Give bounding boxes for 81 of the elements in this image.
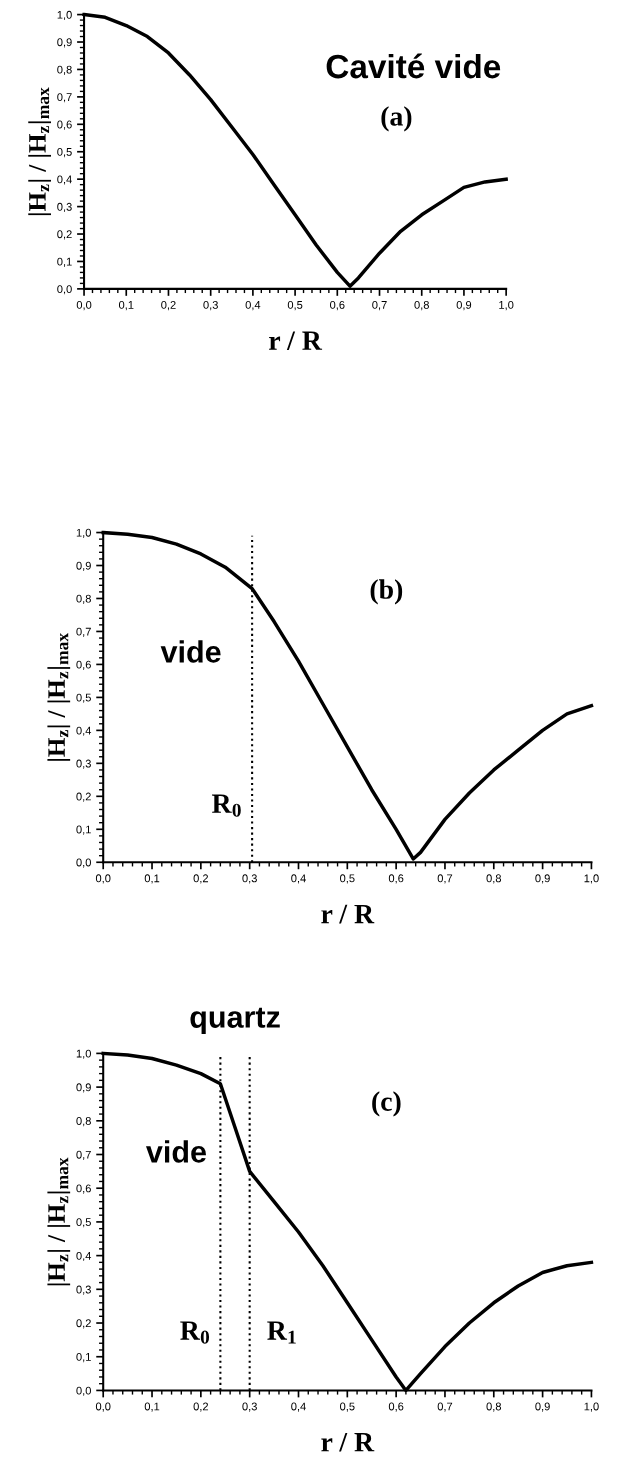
y-tick-label: 0,2 xyxy=(57,230,72,240)
y-axis-title: |H$_{z}$| / |H$_{z}$|$_{max}$ xyxy=(47,633,71,761)
x-axis-title: r / R xyxy=(321,1433,375,1452)
y-tick-label: 0,8 xyxy=(76,1117,91,1127)
y-tick-label: 0,4 xyxy=(76,726,92,736)
x-tick-label: 0,3 xyxy=(203,300,218,311)
x-tick-label: 0,6 xyxy=(388,874,404,884)
x-tick-label: 0,6 xyxy=(388,1402,404,1412)
x-tick-label: 1,0 xyxy=(584,1402,599,1412)
x-tick-label: 0,5 xyxy=(340,1402,355,1412)
y-axis-title: |H$_{z}$| / |H$_{z}$|$_{max}$ xyxy=(28,87,51,216)
x-tick-label: 0,1 xyxy=(144,874,160,884)
annotation: Cavité vide xyxy=(326,53,501,79)
x-tick-label: 0,1 xyxy=(118,300,134,311)
y-tick-label: 0,2 xyxy=(76,792,91,802)
x-tick-label: 0,4 xyxy=(245,300,261,311)
x-tick-label: 0,5 xyxy=(287,300,303,311)
y-tick-label: 0,5 xyxy=(76,1218,91,1228)
y-tick-label: 0,1 xyxy=(76,1352,91,1363)
x-tick-label: 1,0 xyxy=(584,874,599,884)
y-tick-label: 0,1 xyxy=(76,825,91,835)
y-tick-label: 1,0 xyxy=(76,1049,91,1059)
y-tick-label: 0,0 xyxy=(76,858,91,868)
text: quartz xyxy=(190,1007,280,1034)
x-tick-label: 0,9 xyxy=(535,874,550,884)
y-tick-label: 0,7 xyxy=(57,93,72,103)
x-tick-label: 0,6 xyxy=(330,300,345,311)
ref-line-label: R$_{0}$ xyxy=(211,794,241,817)
ref-line-label: R$_{0}$ xyxy=(180,1321,210,1344)
x-tick-label: 0,4 xyxy=(291,874,306,884)
x-tick-label: 0,8 xyxy=(486,1402,502,1412)
annotation: (c) xyxy=(372,1091,401,1117)
annotation: (a) xyxy=(381,106,412,132)
x-tick-label: 0,7 xyxy=(372,300,387,311)
y-tick-label: 0,9 xyxy=(76,561,91,571)
x-tick-label: 1,0 xyxy=(499,300,514,311)
x-tick-label: 0,8 xyxy=(414,300,429,311)
x-tick-label: 0,2 xyxy=(193,1402,209,1412)
y-tick-label: 0,4 xyxy=(76,1251,92,1262)
x-tick-label: 0,0 xyxy=(95,1402,111,1412)
y-tick-label: 0,6 xyxy=(76,660,91,670)
y-tick-label: 0,0 xyxy=(76,1386,91,1396)
y-tick-label: 0,9 xyxy=(57,38,72,48)
ref-line-label: R$_{1}$ xyxy=(267,1321,296,1344)
y-tick-label: 0,2 xyxy=(76,1319,91,1329)
y-tick-label: 0,4 xyxy=(57,175,72,185)
x-axis-title: r / R xyxy=(321,904,375,924)
x-tick-label: 0,7 xyxy=(437,874,453,884)
x-tick-label: 0,3 xyxy=(242,1402,257,1412)
x-tick-label: 0,3 xyxy=(242,874,257,884)
y-tick-label: 0,3 xyxy=(57,202,72,213)
y-tick-label: 0,7 xyxy=(76,1150,91,1160)
y-tick-label: 1,0 xyxy=(76,528,91,538)
y-tick-label: 0,6 xyxy=(76,1184,91,1194)
y-tick-label: 0,5 xyxy=(57,148,72,158)
annotation: vide xyxy=(145,1140,206,1163)
y-tick-label: 0,3 xyxy=(76,1285,91,1295)
x-tick-label: 0,9 xyxy=(535,1402,550,1412)
y-tick-label: 0,6 xyxy=(57,120,72,130)
y-tick-label: 0,0 xyxy=(57,285,72,295)
x-tick-label: 0,9 xyxy=(456,300,472,311)
y-tick-label: 0,9 xyxy=(76,1083,91,1093)
x-tick-label: 0,0 xyxy=(95,874,111,884)
x-axis-title: r / R xyxy=(269,331,323,351)
y-tick-label: 0,5 xyxy=(76,693,91,703)
y-tick-label: 0,3 xyxy=(76,759,91,769)
y-axis-title: |H$_{z}$| / |H$_{z}$|$_{max}$ xyxy=(47,1157,71,1286)
y-tick-label: 0,1 xyxy=(57,257,72,267)
x-tick-label: 0,2 xyxy=(161,300,176,311)
y-tick-label: 0,7 xyxy=(76,627,91,637)
annotation: (b) xyxy=(370,579,403,605)
y-tick-label: 0,8 xyxy=(57,65,72,75)
x-tick-label: 0,2 xyxy=(193,874,209,884)
annotation: vide xyxy=(160,640,221,663)
x-tick-label: 0,7 xyxy=(437,1402,453,1412)
y-tick-label: 1,0 xyxy=(57,10,72,21)
x-tick-label: 0,8 xyxy=(486,874,502,884)
x-tick-label: 0,5 xyxy=(340,874,355,884)
x-tick-label: 0,4 xyxy=(291,1402,306,1412)
x-tick-label: 0,1 xyxy=(144,1402,160,1412)
y-tick-label: 0,8 xyxy=(76,594,91,604)
